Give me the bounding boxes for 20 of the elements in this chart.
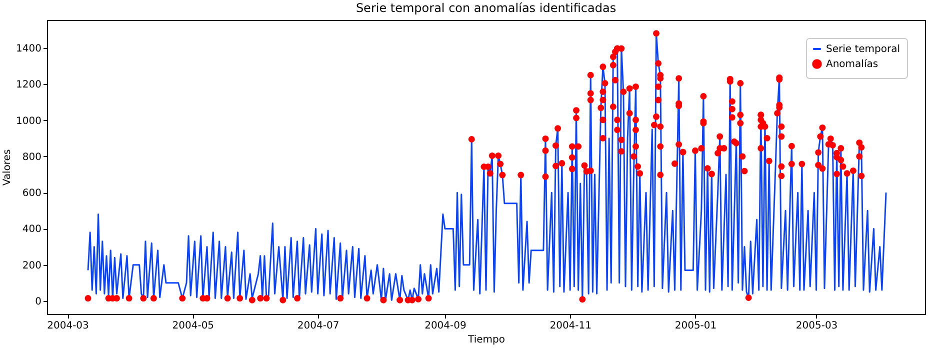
x-tick-label: 2004-11 [550,320,592,332]
x-tick-label: 2005-01 [674,320,717,332]
y-axis-title: Valores [2,149,14,186]
x-tick-label: 2004-03 [47,320,89,332]
x-tick-label: 2004-05 [172,320,214,332]
y-tick-label: 0 [35,296,42,308]
x-axis-title: Tiempo [467,334,505,346]
y-tick-label: 400 [22,224,42,236]
y-tick-label: 800 [22,152,42,163]
y-tick-label: 1200 [16,80,42,91]
y-tick-label: 1400 [16,44,42,55]
x-tick-label: 2004-07 [297,320,340,332]
x-tick-label: 2005-03 [796,320,838,332]
legend-label: Serie temporal [826,44,900,55]
y-tick-label: 200 [22,260,42,272]
chart-title: Serie temporal con anomalías identificadas [356,1,616,15]
x-tick-label: 2004-09 [424,320,466,332]
y-tick-label: 600 [22,188,42,200]
legend-label: Anomalías [826,59,878,70]
y-tick-label: 1000 [16,116,42,127]
